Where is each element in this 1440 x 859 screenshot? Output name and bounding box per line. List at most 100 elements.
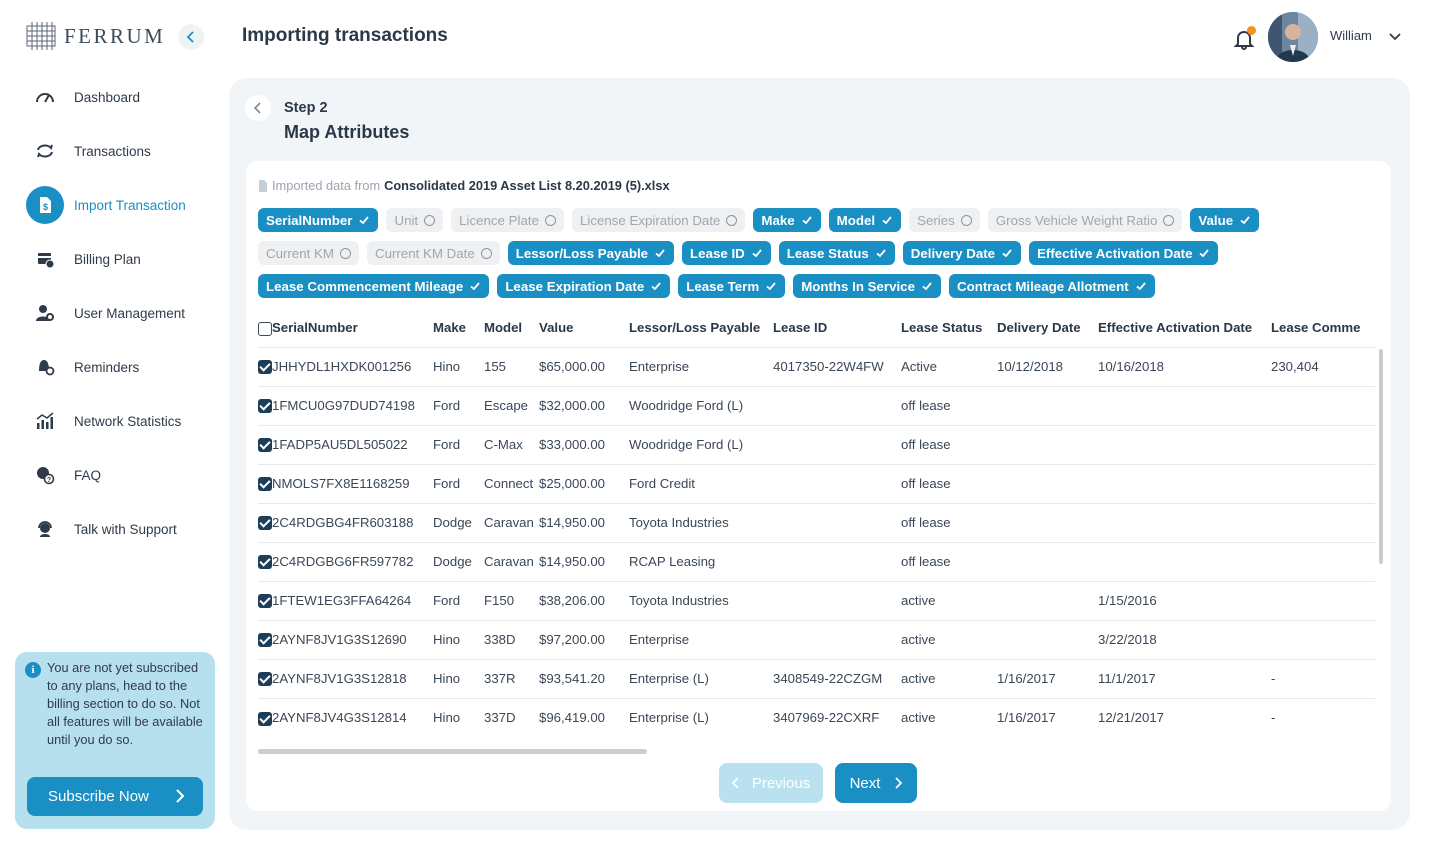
user-name[interactable]: William xyxy=(1330,28,1372,43)
table-row[interactable]: 2C4RDGBG4FR603188 Dodge Caravan $14,950.00 T… xyxy=(258,502,1375,542)
check-icon xyxy=(766,282,776,291)
row-checkbox[interactable] xyxy=(258,477,272,492)
column-header[interactable]: Lessor/Loss Payable xyxy=(629,320,761,336)
row-select-cell xyxy=(258,658,272,698)
table-row[interactable]: 2AYNF8JV1G3S12690 Hino 338D $97,200.00 Enter… xyxy=(258,619,1375,659)
attribute-chip[interactable]: Lessor/Loss Payable xyxy=(507,241,675,265)
column-header[interactable]: Lease Comme xyxy=(1271,320,1361,336)
attribute-chip[interactable]: Unit xyxy=(386,208,444,232)
table-cell: Hino xyxy=(433,619,484,659)
attribute-chip[interactable]: Value xyxy=(1190,208,1260,232)
column-header[interactable]: Model xyxy=(484,320,523,336)
attribute-chip[interactable]: Contract Mileage Allotment xyxy=(948,274,1155,298)
horizontal-scrollbar[interactable] xyxy=(258,749,647,754)
row-checkbox[interactable] xyxy=(258,360,272,375)
attribute-chip-label: Lease Term xyxy=(686,278,760,294)
attribute-chip[interactable]: Current KM Date xyxy=(366,241,500,265)
sidebar-item-dashboard[interactable]: Dashboard xyxy=(26,70,216,124)
table-row[interactable]: 1FADP5AU5DL505022 Ford C-Max $33,000.00 Wood… xyxy=(258,424,1375,464)
sidebar-item-network-statistics[interactable]: Network Statistics xyxy=(26,394,216,448)
table-row[interactable]: NMOLS7FX8E1168259 Ford Connect $25,000.00 Fo… xyxy=(258,463,1375,503)
attribute-chip[interactable]: License Expiration Date xyxy=(571,208,746,232)
column-header[interactable]: Lease Status xyxy=(901,320,983,336)
attribute-chip[interactable]: Lease Term xyxy=(678,274,786,298)
import-source-prefix: Imported data from xyxy=(272,178,381,193)
attribute-chip[interactable]: Gross Vehicle Weight Ratio xyxy=(987,208,1183,232)
sidebar-item-import-transaction[interactable]: $ Import Transaction xyxy=(26,178,216,232)
attribute-chip[interactable]: Lease ID xyxy=(682,241,771,265)
table-cell: Toyota Industries xyxy=(629,502,773,542)
row-checkbox[interactable] xyxy=(258,672,272,687)
row-checkbox[interactable] xyxy=(258,399,272,414)
column-header[interactable]: Value xyxy=(539,320,574,336)
back-button[interactable] xyxy=(245,95,271,121)
sidebar-item-user-management[interactable]: User Management xyxy=(26,286,216,340)
sidebar-item-billing-plan[interactable]: Billing Plan xyxy=(26,232,216,286)
attribute-chip[interactable]: Lease Status xyxy=(778,241,895,265)
table-row[interactable]: JHHYDL1HXDK001256 Hino 155 $65,000.00 Enterp… xyxy=(258,346,1375,386)
check-icon xyxy=(470,282,481,291)
data-table-container[interactable]: SerialNumber Make Model Value Lessor/Loss Pa… xyxy=(258,309,1375,739)
row-checkbox[interactable] xyxy=(258,516,272,531)
table-row[interactable]: 2AYNF8JV1G3S12818 Hino 337R $93,541.20 Enter… xyxy=(258,658,1375,698)
notification-bell-icon[interactable] xyxy=(1233,28,1255,50)
attribute-chip-label: Contract Mileage Allotment xyxy=(956,278,1129,294)
table-row[interactable]: 2AYNF8JV4G3S12814 Hino 337D $96,419.00 Enter… xyxy=(258,697,1375,737)
column-header[interactable]: Make xyxy=(433,320,466,336)
table-row[interactable]: 1FTEW1EG3FFA64264 Ford F150 $38,206.00 Toyot… xyxy=(258,580,1375,620)
table-cell: 1/16/2017 xyxy=(997,658,1098,698)
avatar[interactable] xyxy=(1268,12,1318,62)
table-cell: active xyxy=(901,619,997,659)
attribute-chip[interactable]: Licence Plate xyxy=(451,208,564,232)
document-dollar-icon: $ xyxy=(26,186,64,224)
row-select-cell xyxy=(258,346,272,386)
next-button[interactable]: Next xyxy=(835,763,917,803)
select-all-checkbox[interactable] xyxy=(258,321,272,336)
chevron-down-icon[interactable] xyxy=(1388,30,1402,44)
row-checkbox[interactable] xyxy=(258,594,272,609)
column-header[interactable]: SerialNumber xyxy=(272,320,358,336)
column-header[interactable]: Effective Activation Date xyxy=(1098,320,1253,336)
avatar-photo-icon xyxy=(1268,12,1318,62)
row-checkbox[interactable] xyxy=(258,555,272,570)
vertical-scrollbar[interactable] xyxy=(1379,349,1383,564)
sidebar-item-transactions[interactable]: Transactions xyxy=(26,124,216,178)
attribute-chip-label: License Expiration Date xyxy=(579,212,721,228)
table-cell: 4017350-22W4FW xyxy=(773,346,901,386)
attribute-chip-label: Lease Status xyxy=(786,245,869,261)
attribute-chip-label: Licence Plate xyxy=(459,212,539,228)
check-icon xyxy=(752,249,762,258)
sync-icon xyxy=(26,132,64,170)
attribute-chip[interactable]: Series xyxy=(909,208,980,232)
previous-button[interactable]: Previous xyxy=(719,763,823,803)
sidebar-item-reminders[interactable]: Reminders xyxy=(26,340,216,394)
row-checkbox[interactable] xyxy=(258,711,272,726)
row-checkbox[interactable] xyxy=(258,633,272,648)
table-cell: 337R xyxy=(484,658,539,698)
row-checkbox[interactable] xyxy=(258,438,272,453)
sidebar-item-talk-with-support[interactable]: Talk with Support xyxy=(26,502,216,556)
table-row[interactable]: 1FMCU0G97DUD74198 Ford Escape $32,000.00 Woo… xyxy=(258,385,1375,425)
sidebar-item-faq[interactable]: ? FAQ xyxy=(26,448,216,502)
attribute-chip[interactable]: Model xyxy=(828,208,902,232)
attribute-chip[interactable]: Lease Expiration Date xyxy=(497,274,671,298)
table-cell: Ford Credit xyxy=(629,463,773,503)
check-icon xyxy=(882,216,892,225)
attribute-chip[interactable]: Lease Commencement Mileage xyxy=(258,274,490,298)
attribute-chip[interactable]: Delivery Date xyxy=(902,241,1022,265)
table-cell: F150 xyxy=(484,580,539,620)
collapse-sidebar-button[interactable] xyxy=(178,24,204,50)
attribute-chip[interactable]: Effective Activation Date xyxy=(1029,241,1219,265)
attribute-chip[interactable]: Months In Service xyxy=(793,274,941,298)
table-row[interactable]: 2C4RDGBG6FR597782 Dodge Caravan $14,950.00 R… xyxy=(258,541,1375,581)
column-header[interactable]: Delivery Date xyxy=(997,320,1081,336)
subscribe-now-button[interactable]: Subscribe Now xyxy=(27,777,203,816)
brand-logo[interactable]: FERRUM xyxy=(26,20,165,52)
sidebar-item-label: User Management xyxy=(74,305,186,321)
table-cell xyxy=(1098,541,1271,581)
attribute-chip[interactable]: Make xyxy=(753,208,821,232)
table-cell xyxy=(997,580,1098,620)
attribute-chip[interactable]: SerialNumber xyxy=(258,208,379,232)
attribute-chip[interactable]: Current KM xyxy=(258,241,359,265)
column-header[interactable]: Lease ID xyxy=(773,320,828,336)
